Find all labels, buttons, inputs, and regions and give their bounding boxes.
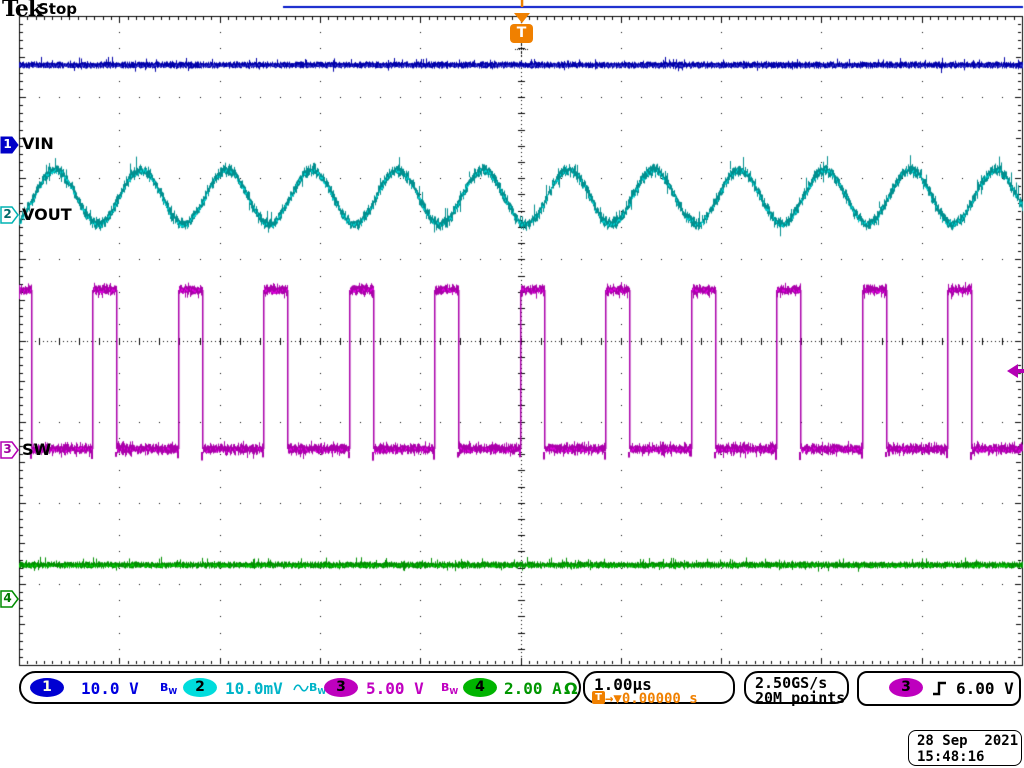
ch3-reference-marker: 3 <box>0 441 20 459</box>
trigger-delay-value: 0.00000 s <box>621 691 698 707</box>
ch1-readout-badge: 1 <box>30 678 64 697</box>
ch3-badge-number: 3 <box>3 442 12 456</box>
ch3-readout-badge: 3 <box>324 678 358 697</box>
trigger-readout-box: 3 6.00 V <box>857 671 1021 706</box>
trigger-delay-readout: T →▼0.00000 s <box>592 691 698 707</box>
trigger-level-readout: 6.00 V <box>956 679 1014 698</box>
ch1-label: VIN <box>22 134 54 153</box>
ch2-reference-marker: 2 <box>0 206 20 224</box>
sample-rate-readout: 2.50GS/s <box>755 674 828 692</box>
record-length-readout: 20M points <box>755 689 846 707</box>
trigger-position-arrow-icon <box>514 13 530 23</box>
ch2-readout-badge: 2 <box>183 678 217 697</box>
ch4-scale-readout: 2.00 A <box>504 679 562 698</box>
ch2-badge-number: 2 <box>3 207 12 221</box>
timebase-readout-box: 1.00µs T →▼0.00000 s <box>583 671 735 707</box>
ch4-impedance-readout: Ω <box>564 679 578 698</box>
trigger-level-arrow-tail <box>1016 369 1024 373</box>
ch2-scale-readout: 10.0mV <box>225 679 283 698</box>
ch1-badge-number: 1 <box>3 137 12 151</box>
trigger-position-flag: T <box>510 24 533 43</box>
rising-edge-icon <box>933 681 946 696</box>
ch2-ac-coupling-icon <box>293 684 309 692</box>
trigger-source-badge: 3 <box>889 678 923 697</box>
trigger-delay-arrows: →▼ <box>605 691 622 707</box>
ch3-label: SW <box>22 440 52 459</box>
ch4-reference-marker: 4 <box>0 590 20 608</box>
date-readout: 28 Sep 2021 <box>917 733 1019 749</box>
tek-logo: Tek <box>2 0 43 22</box>
trigger-position-tick: T <box>517 0 527 11</box>
ch1-bandwidth-icon: BW <box>160 681 178 697</box>
acquisition-readout-box: 2.50GS/s 20M points <box>744 671 849 707</box>
ch4-badge-number: 4 <box>3 591 12 605</box>
trigger-level-arrow-icon <box>1007 364 1018 378</box>
datetime-box: 28 Sep 2021 15:48:16 <box>908 730 1022 766</box>
ch4-readout-badge: 4 <box>463 678 497 697</box>
ch1-scale-readout: 10.0 V <box>81 679 139 698</box>
ch3-bandwidth-icon: BW <box>441 681 459 697</box>
ch2-bandwidth-icon: BW <box>309 681 327 697</box>
acquisition-status: Stop <box>38 0 78 18</box>
trigger-t-icon: T <box>592 691 605 704</box>
timebase-scale: 1.00µs <box>594 675 652 694</box>
ch3-scale-readout: 5.00 V <box>366 679 424 698</box>
channel-readout-bar: 1 10.0 V BW 2 10.0mV BW 3 5.00 V BW 4 2.… <box>19 671 599 704</box>
time-readout: 15:48:16 <box>917 749 985 765</box>
ch1-reference-marker: 1 <box>0 136 20 154</box>
ch2-label: VOUT <box>22 205 72 224</box>
